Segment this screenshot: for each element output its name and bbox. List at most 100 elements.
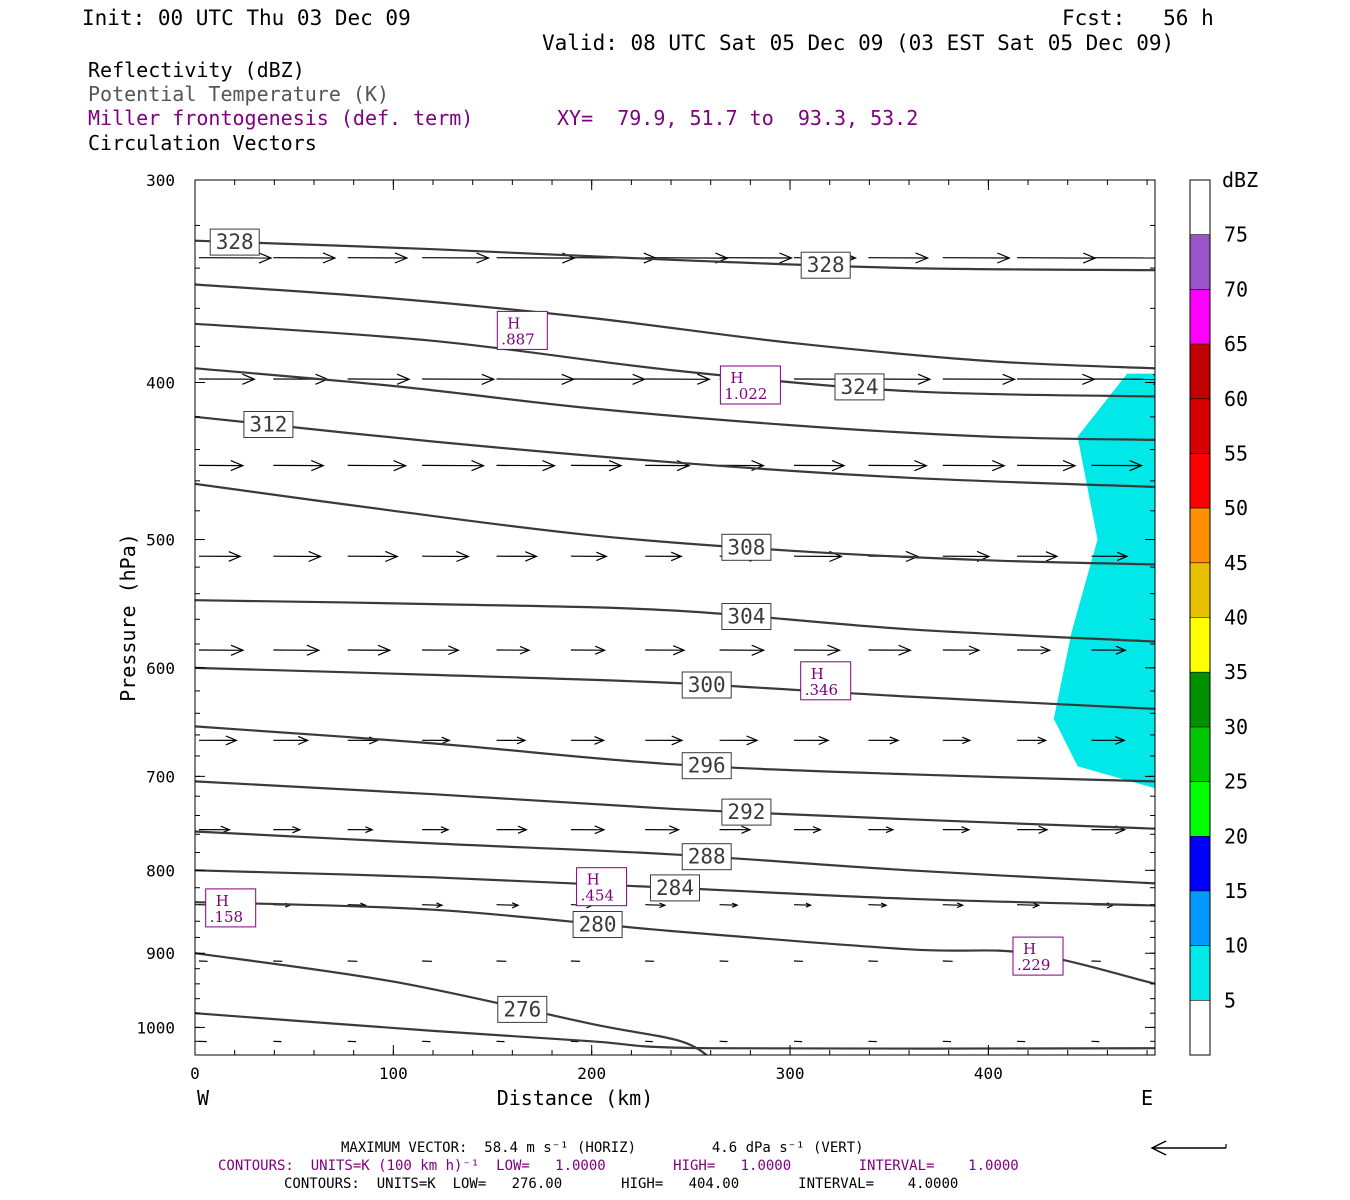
isentrope-label: 308 [721,533,772,561]
circulation-vector [719,644,766,656]
circulation-vector [570,645,607,655]
circulation-vector [273,644,321,656]
frontogenesis-maximum-label: H.454 [576,867,628,907]
colorbar-tick-label: 25 [1224,770,1248,794]
isentrope-label: 296 [681,752,732,780]
circulation-vector [496,373,576,385]
circulation-vector [645,645,686,656]
svg-text:284: 284 [656,876,694,900]
legend-frontogenesis: Miller frontogenesis (def. term) [88,106,474,130]
valid-time: Valid: 08 UTC Sat 05 Dec 09 (03 EST Sat … [542,31,1175,55]
circulation-vector [793,735,830,746]
isentrope-label: 312 [243,411,294,438]
colorbar-segment [1190,726,1210,782]
colorbar-segment [1190,617,1210,673]
circulation-vector [1017,736,1048,745]
x-tick-label: 100 [379,1064,408,1083]
frontogenesis-maximum-label: H.229 [1012,936,1064,976]
circulation-vector [198,460,245,472]
x-tick-label: 0 [190,1064,200,1083]
circulation-vector [942,902,965,909]
circulation-vector [1091,460,1144,472]
colorbar-segment [1190,562,1210,618]
colorbar-tick-label: 50 [1224,496,1248,520]
isentrope-label: 288 [681,843,732,871]
circulation-vector [347,460,408,472]
x-axis-west-label: W [197,1086,210,1110]
frontogenesis-maximum-label: H.158 [205,888,257,928]
svg-text:292: 292 [727,800,765,824]
circulation-vector [1091,645,1127,655]
x-tick-label: 300 [776,1064,805,1083]
circulation-vector [645,825,681,835]
colorbar-tick-label: 30 [1224,715,1248,739]
y-axis-label: Pressure (hPa) [116,533,140,702]
circulation-vector [942,252,1011,264]
isentrope-line [195,322,1155,398]
isentrope-line [195,482,1155,566]
circulation-vector [496,902,520,909]
x-axis-east-label: E [1141,1086,1153,1110]
circulation-vector [496,825,528,834]
isentrope-label: 276 [497,995,548,1023]
circulation-vector [719,902,739,908]
circulation-vector [422,252,491,264]
circulation-vector [496,460,557,472]
circulation-vector [942,373,1017,385]
isentrope-label: 284 [650,874,700,902]
svg-text:.229: .229 [1017,956,1050,974]
circulation-vector [1017,551,1059,562]
isentrope-label: 280 [572,911,623,938]
colorbar-segment [1190,890,1210,946]
circulation-vector [942,460,1006,472]
colorbar-tick-label: 5 [1224,988,1236,1012]
circulation-vector [868,252,930,264]
frontogenesis-maximum-label: H1.022 [719,365,781,405]
colorbar-tick-label: 10 [1224,934,1248,958]
circulation-vector [496,645,531,655]
y-tick-label: 400 [146,373,175,392]
svg-text:H: H [587,871,600,889]
circulation-vector [570,736,606,745]
svg-text:.887: .887 [501,330,534,348]
circulation-vector [793,826,822,834]
isentrope-line [195,599,1155,643]
circulation-vector [496,551,539,562]
isentrope-line [195,780,1155,830]
circulation-vector [570,373,647,385]
colorbar-segment [1190,289,1210,345]
circulation-vector [496,736,527,745]
isentrope-label: 328 [800,251,851,279]
circulation-vector [347,644,392,656]
y-tick-label: 600 [146,659,175,678]
plot-frame [194,179,1156,1056]
footer-contours-theta: CONTOURS: UNITS=K LOW= 276.00 HIGH= 404.… [284,1176,959,1192]
isentrope-label: 304 [721,603,772,630]
svg-text:280: 280 [579,913,617,937]
legend-xy-coords: XY= 79.9, 51.7 to 93.3, 53.2 [557,106,919,130]
init-time: Init: 00 UTC Thu 03 Dec 09 [82,6,411,30]
legend-reflectivity: Reflectivity (dBZ) [88,58,305,82]
legend-potential-temp: Potential Temperature (K) [88,82,390,106]
colorbar-unit-label: dBZ [1222,168,1258,192]
circulation-vector [570,551,608,562]
svg-text:324: 324 [841,375,879,399]
forecast-hour: Fcst: 56 h [1062,6,1214,30]
circulation-vector [942,736,972,745]
circulation-vector [422,373,496,385]
isentrope-label: 300 [681,671,732,699]
footer-contours-frontogenesis: CONTOURS: UNITS=K (100 km h)⁻¹ LOW= 1.00… [218,1158,1019,1174]
svg-text:296: 296 [688,754,726,778]
y-tick-label: 900 [146,944,175,963]
circulation-vector [793,902,813,908]
circulation-vector [1091,736,1126,745]
circulation-vector [198,252,273,264]
isentrope-label: 328 [209,228,260,256]
svg-text:H: H [730,369,743,387]
svg-text:1.022: 1.022 [724,385,767,403]
colorbar-tick-label: 40 [1224,606,1248,630]
isentrope-line [195,239,1155,272]
circulation-vector [1017,373,1096,385]
colorbar-segment [1190,180,1210,235]
reflectivity-5-10-dbz-region [1053,373,1155,789]
